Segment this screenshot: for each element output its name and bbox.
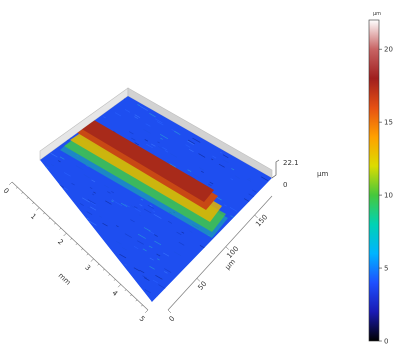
x-tick-mark [97, 263, 100, 266]
x-tick-mark [113, 279, 116, 281]
colorbar-tick-label: 5 [384, 265, 388, 273]
x-tick-label: 1 [29, 212, 38, 221]
x-tick-mark [86, 253, 89, 256]
x-tick-mark [124, 289, 127, 292]
x-tick-mark [81, 248, 83, 251]
colorbar-tick-label: 15 [384, 119, 393, 127]
x-tick-mark [130, 294, 132, 297]
x-tick-mark [145, 309, 149, 313]
z-axis-unit: µm [317, 170, 328, 178]
x-tick-mark [9, 181, 13, 185]
x-tick-mark [108, 273, 111, 276]
x-tick-mark [21, 192, 24, 194]
ridge-flank [70, 128, 222, 222]
x-tick-mark [63, 233, 67, 237]
colorbar-tick-label: 0 [384, 338, 388, 346]
x-tick-mark [140, 304, 143, 307]
y-tick-label: 150 [254, 213, 269, 228]
colorbar-ticks: 0 5 10 15 20 [379, 46, 393, 346]
y-tick-mark [167, 309, 172, 314]
x-tick-mark [117, 284, 121, 288]
colorbar-tick-label: 20 [384, 46, 393, 54]
x-tick-label: 3 [83, 263, 92, 272]
x-tick-mark [53, 222, 56, 225]
z-axis-bracket [271, 159, 280, 179]
x-tick-mark [70, 238, 73, 240]
y-tick-label: 50 [197, 280, 209, 292]
y-axis-label: µm [224, 258, 238, 272]
x-tick-mark [43, 212, 45, 215]
y-tick-label: 0 [168, 315, 177, 324]
ridge-top [80, 120, 214, 202]
y-tick-label: 100 [225, 245, 240, 260]
colorbar-unit: µm [373, 11, 381, 17]
x-tick-mark [36, 207, 40, 211]
x-tick-mark [48, 217, 51, 220]
x-tick-mark [59, 227, 62, 230]
x-tick-mark [90, 258, 94, 262]
x-tick-mark [102, 268, 105, 271]
x-tick-mark [135, 299, 138, 302]
x-axis-ticks: 0 1 2 3 4 5 [2, 181, 149, 324]
x-tick-mark [26, 197, 29, 199]
colorbar [368, 19, 380, 342]
x-tick-label: 5 [138, 315, 147, 324]
z-tick-max: 22.1 [283, 159, 299, 167]
y-tick-mark [254, 214, 258, 219]
x-tick-mark [15, 186, 18, 189]
x-axis-line [11, 181, 149, 311]
colorbar-tick-label: 10 [384, 192, 393, 200]
x-tick-label: 4 [110, 289, 119, 298]
y-tick-mark [225, 246, 229, 250]
x-axis-label: mm [57, 272, 73, 287]
x-tick-mark [32, 202, 34, 205]
y-tick-mark [196, 278, 201, 282]
surface [40, 96, 272, 302]
x-tick-label: 2 [56, 238, 65, 247]
x-tick-label: 0 [2, 187, 11, 196]
x-tick-mark [75, 243, 78, 246]
z-tick-min: 0 [283, 181, 287, 189]
